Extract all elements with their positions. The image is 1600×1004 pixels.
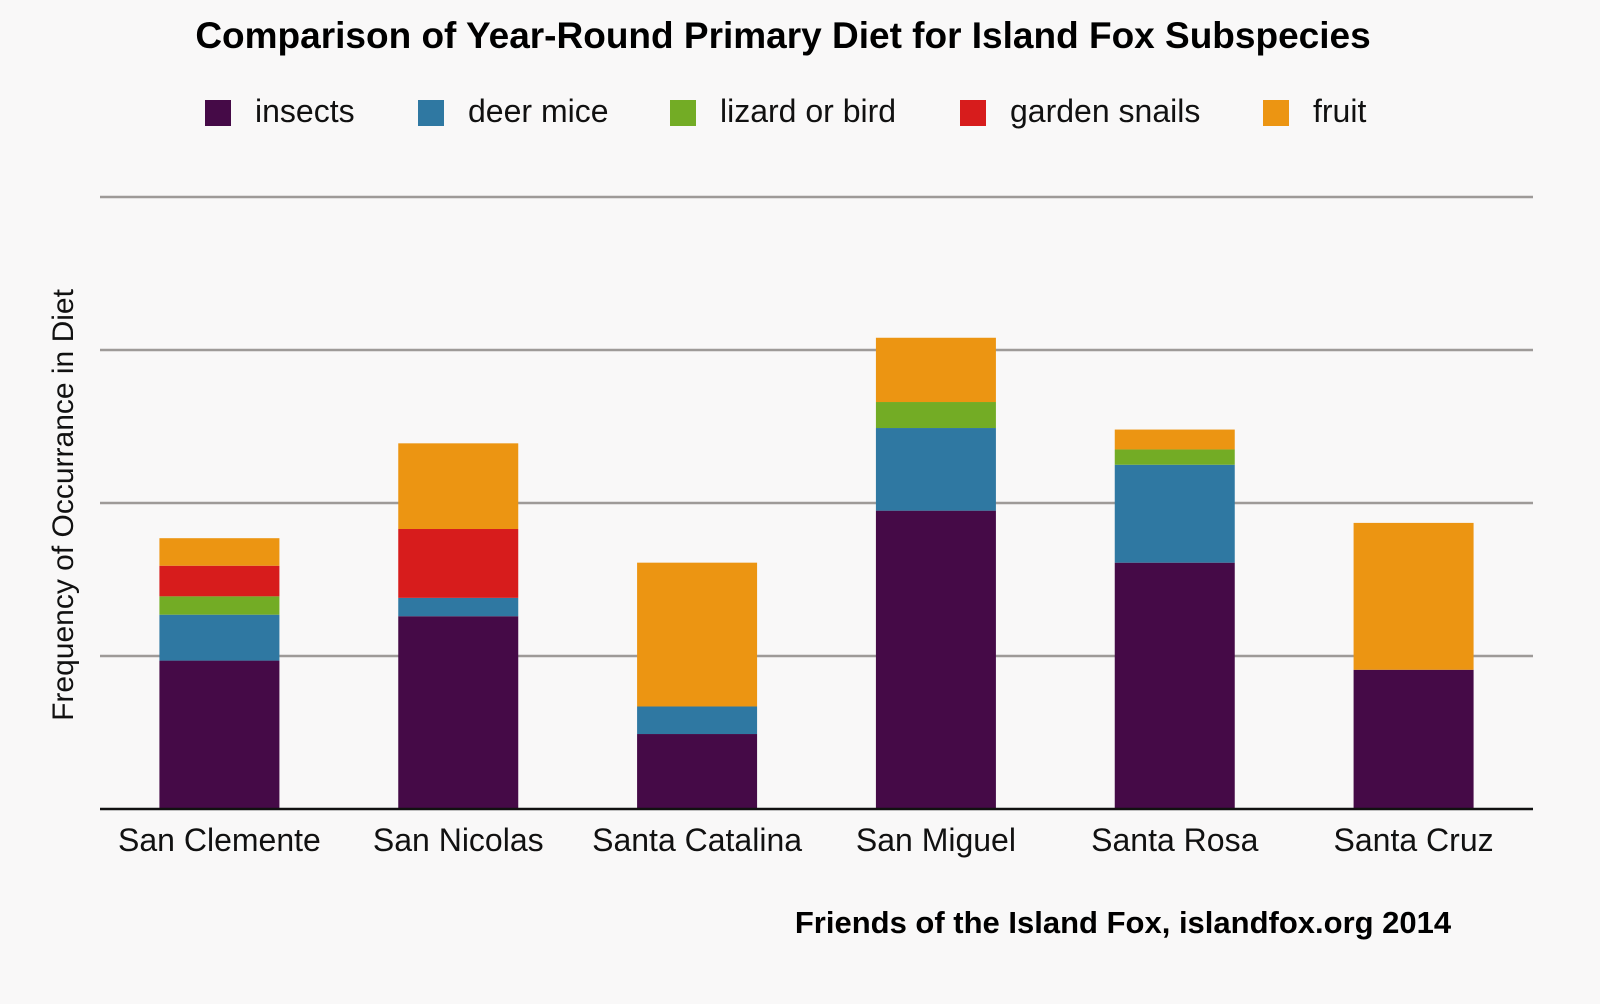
bar-segment — [159, 660, 280, 809]
bar-stack — [1353, 522, 1474, 809]
legend-swatch — [205, 100, 231, 126]
x-tick-label: San Clemente — [118, 822, 321, 858]
bar-segment — [875, 337, 996, 403]
gridlines — [100, 195, 1533, 658]
bar-stack — [637, 562, 758, 809]
bar-segment — [1114, 429, 1235, 450]
bar-segment — [637, 706, 758, 735]
bar-segment — [1114, 449, 1235, 465]
bar-stack — [398, 443, 519, 809]
bar-segment — [875, 402, 996, 429]
chart-title: Comparison of Year-Round Primary Diet fo… — [195, 15, 1370, 56]
bar-segment — [159, 538, 280, 566]
bar-segment — [875, 510, 996, 809]
legend-swatch — [670, 100, 696, 126]
legend-item: garden snails — [960, 93, 1200, 129]
x-tick-label: Santa Rosa — [1091, 822, 1258, 858]
bar-segment — [159, 596, 280, 615]
credit-text: Friends of the Island Fox, islandfox.org… — [795, 905, 1452, 940]
bar-stack — [159, 538, 280, 809]
bar-segment — [398, 616, 519, 809]
legend-swatch — [418, 100, 444, 126]
legend-swatch — [1263, 100, 1289, 126]
legend-label: fruit — [1313, 93, 1366, 129]
bar-segment — [875, 428, 996, 511]
bar-segment — [637, 734, 758, 809]
bar-stack — [1114, 429, 1235, 809]
x-tick-label: Santa Catalina — [592, 822, 802, 858]
bar-segment — [1114, 464, 1235, 563]
legend-item: deer mice — [418, 93, 609, 129]
legend-label: lizard or bird — [720, 93, 896, 129]
bar-segment — [398, 443, 519, 530]
legend-label: garden snails — [1010, 93, 1200, 129]
bar-segment — [159, 565, 280, 597]
bars — [159, 337, 1474, 809]
legend: insects deer mice lizard or bird garden sna… — [205, 93, 1366, 129]
legend-item: fruit — [1263, 93, 1366, 129]
bar-segment — [159, 614, 280, 661]
y-axis-label: Frequency of Occurrance in Diet — [47, 288, 80, 721]
bar-segment — [398, 529, 519, 598]
bar-stack — [875, 337, 996, 809]
bar-segment — [1353, 522, 1474, 670]
legend-swatch — [960, 100, 986, 126]
bar-segment — [398, 597, 519, 617]
x-tick-label: Santa Cruz — [1334, 822, 1494, 858]
legend-label: insects — [255, 93, 355, 129]
legend-item: insects — [205, 93, 355, 129]
legend-item: lizard or bird — [670, 93, 896, 129]
legend-label: deer mice — [468, 93, 609, 129]
x-tick-label: San Nicolas — [373, 822, 544, 858]
bar-segment — [637, 562, 758, 707]
x-tick-labels: San Clemente San Nicolas Santa Catalina San… — [118, 822, 1494, 858]
bar-segment — [1353, 669, 1474, 809]
bar-segment — [1114, 562, 1235, 809]
x-tick-label: San Miguel — [856, 822, 1016, 858]
